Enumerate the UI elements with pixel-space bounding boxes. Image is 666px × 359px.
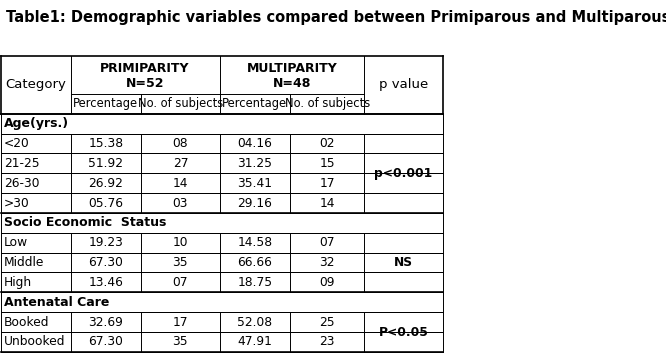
Text: 32: 32 [320, 256, 335, 269]
Text: 14.58: 14.58 [237, 236, 272, 249]
Text: 23: 23 [320, 335, 335, 349]
Text: N=48: N=48 [272, 77, 311, 90]
Text: 09: 09 [320, 276, 335, 289]
Text: 27: 27 [172, 157, 188, 170]
Text: 19.23: 19.23 [89, 236, 123, 249]
Text: 14: 14 [172, 177, 188, 190]
Text: Unbooked: Unbooked [4, 335, 66, 349]
Text: Table1: Demographic variables compared between Primiparous and Multiparous group: Table1: Demographic variables compared b… [6, 10, 666, 25]
Text: N=52: N=52 [126, 77, 165, 90]
Text: Low: Low [4, 236, 29, 249]
Text: MULTIPARITY: MULTIPARITY [246, 62, 337, 75]
Text: 29.16: 29.16 [238, 196, 272, 210]
Text: 07: 07 [172, 276, 188, 289]
Text: 08: 08 [172, 137, 188, 150]
Text: PRIMIPARITY: PRIMIPARITY [101, 62, 190, 75]
Text: 15.38: 15.38 [89, 137, 123, 150]
Text: No. of subjects: No. of subjects [284, 97, 370, 110]
Text: p<0.001: p<0.001 [374, 167, 432, 180]
Text: 32.69: 32.69 [89, 316, 123, 328]
Text: 17: 17 [320, 177, 335, 190]
Text: Percentage: Percentage [222, 97, 288, 110]
Text: 02: 02 [320, 137, 335, 150]
Text: 67.30: 67.30 [89, 256, 123, 269]
Text: No. of subjects: No. of subjects [138, 97, 223, 110]
Text: 51.92: 51.92 [89, 157, 123, 170]
Text: P<0.05: P<0.05 [378, 326, 428, 339]
Text: Socio Economic  Status: Socio Economic Status [4, 216, 166, 229]
Text: 35.41: 35.41 [237, 177, 272, 190]
Text: 67.30: 67.30 [89, 335, 123, 349]
Text: Booked: Booked [4, 316, 50, 328]
Text: 18.75: 18.75 [237, 276, 272, 289]
Text: >30: >30 [4, 196, 30, 210]
Text: Age(yrs.): Age(yrs.) [4, 117, 69, 130]
Text: 10: 10 [172, 236, 188, 249]
Text: Middle: Middle [4, 256, 45, 269]
Text: 15: 15 [320, 157, 335, 170]
Text: 17: 17 [172, 316, 188, 328]
Text: High: High [4, 276, 33, 289]
Text: 05.76: 05.76 [89, 196, 123, 210]
Text: Percentage: Percentage [73, 97, 139, 110]
Text: 31.25: 31.25 [237, 157, 272, 170]
Text: 47.91: 47.91 [238, 335, 272, 349]
Text: 21-25: 21-25 [4, 157, 40, 170]
Text: 66.66: 66.66 [238, 256, 272, 269]
Text: 35: 35 [172, 256, 188, 269]
Text: Antenatal Care: Antenatal Care [4, 296, 110, 309]
Text: 14: 14 [320, 196, 335, 210]
Text: 52.08: 52.08 [237, 316, 272, 328]
Text: 07: 07 [320, 236, 335, 249]
Text: 35: 35 [172, 335, 188, 349]
Text: Category: Category [5, 78, 66, 92]
Text: 13.46: 13.46 [89, 276, 123, 289]
Text: 26.92: 26.92 [89, 177, 123, 190]
Text: 25: 25 [320, 316, 335, 328]
Text: 04.16: 04.16 [238, 137, 272, 150]
Text: 03: 03 [172, 196, 188, 210]
Text: NS: NS [394, 256, 413, 269]
Text: p value: p value [379, 78, 428, 92]
Text: <20: <20 [4, 137, 30, 150]
Text: 26-30: 26-30 [4, 177, 40, 190]
